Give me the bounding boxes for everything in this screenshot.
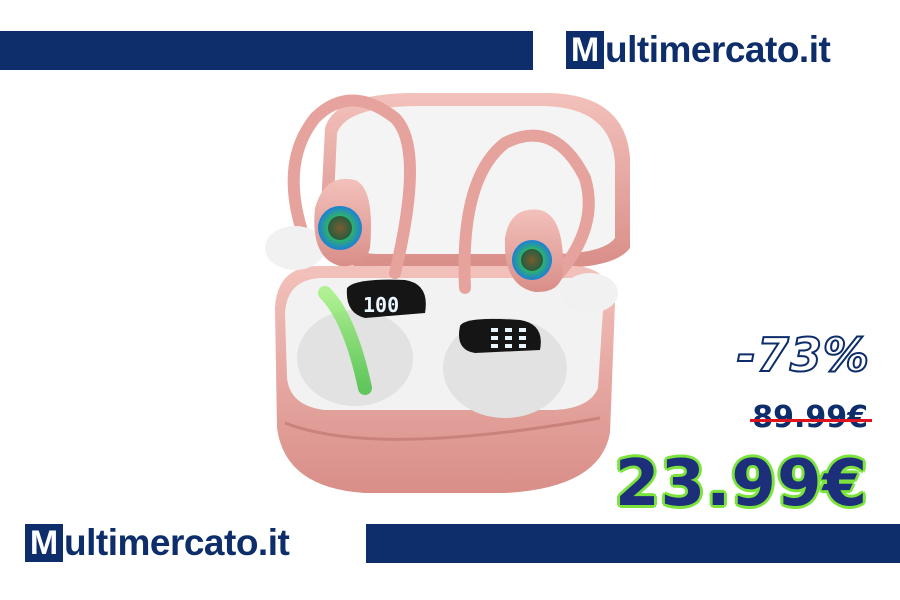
logo-m-box: M [566,31,604,69]
logo-wordmark: ultimercato.it [605,29,831,70]
bottom-banner-bar [366,524,900,563]
top-logo: M ultimercato.it [566,29,831,70]
old-price: 89.99€ [750,400,872,435]
strikethrough-line [750,419,872,422]
earbuds-charging-case-image: 100 [265,93,630,493]
old-price-value: 89.99€ [752,400,868,435]
logo-wordmark: ultimercato.it [64,522,290,563]
battery-display-left: 100 [363,293,399,317]
top-banner-bar [0,31,533,70]
bottom-logo: M ultimercato.it [25,522,290,563]
logo-m-box: M [25,524,63,562]
new-price: 23.99€ [615,447,868,521]
battery-bars-icon [491,328,526,348]
discount-badge: -73% [736,327,870,383]
